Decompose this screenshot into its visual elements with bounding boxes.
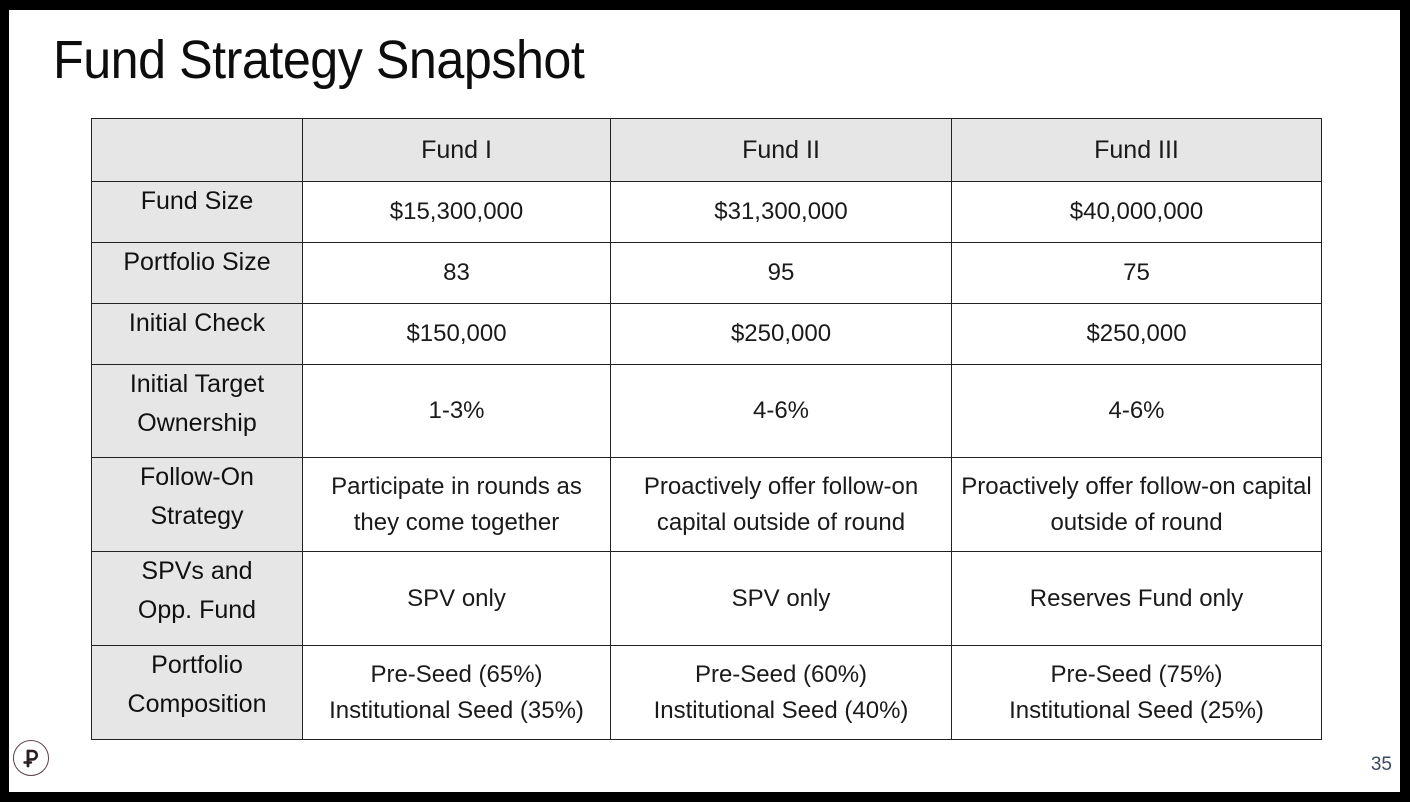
cell-fund-3: 4-6% xyxy=(951,364,1322,458)
row-label: Follow-On Strategy xyxy=(91,457,303,552)
cell-fund-2: $31,300,000 xyxy=(610,181,952,243)
cell-fund-1: Pre-Seed (65%) Institutional Seed (35%) xyxy=(302,645,611,740)
cell-fund-3: $40,000,000 xyxy=(951,181,1322,243)
table-row-portfolio-composition: Portfolio Composition Pre-Seed (65%) Insti… xyxy=(91,645,1322,740)
header-corner-cell xyxy=(91,118,303,182)
row-label: Initial Check xyxy=(91,303,303,365)
header-fund-1: Fund I xyxy=(302,118,611,182)
p-glyph-icon xyxy=(23,749,38,768)
slide-title: Fund Strategy Snapshot xyxy=(53,30,585,90)
cell-fund-2: Pre-Seed (60%) Institutional Seed (40%) xyxy=(610,645,952,740)
row-label: Portfolio Composition xyxy=(91,645,303,740)
cell-fund-3: Proactively offer follow-on capital outsi… xyxy=(951,457,1322,552)
cell-fund-1: 83 xyxy=(302,242,611,304)
table-row-portfolio-size: Portfolio Size 83 95 75 xyxy=(91,242,1322,304)
table-row-follow-on-strategy: Follow-On Strategy Participate in rounds … xyxy=(91,457,1322,552)
row-label: Initial Target Ownership xyxy=(91,364,303,458)
cell-fund-1: $150,000 xyxy=(302,303,611,365)
row-label: Fund Size xyxy=(91,181,303,243)
header-fund-2: Fund II xyxy=(610,118,952,182)
circle-p-logo-icon xyxy=(13,740,49,776)
row-label: SPVs and Opp. Fund xyxy=(91,551,303,646)
cell-fund-2: 95 xyxy=(610,242,952,304)
cell-fund-2: 4-6% xyxy=(610,364,952,458)
cell-fund-3: Reserves Fund only xyxy=(951,551,1322,646)
cell-fund-3: $250,000 xyxy=(951,303,1322,365)
cell-fund-2: SPV only xyxy=(610,551,952,646)
cell-fund-2: $250,000 xyxy=(610,303,952,365)
table-row-spvs-opp-fund: SPVs and Opp. Fund SPV only SPV only Rese… xyxy=(91,551,1322,646)
cell-fund-3: Pre-Seed (75%) Institutional Seed (25%) xyxy=(951,645,1322,740)
fund-strategy-table: Fund I Fund II Fund III Fund Size $15,30… xyxy=(91,118,1322,740)
cell-fund-1: $15,300,000 xyxy=(302,181,611,243)
cell-fund-3: 75 xyxy=(951,242,1322,304)
cell-fund-1: Participate in rounds as they come togeth… xyxy=(302,457,611,552)
table-header-row: Fund I Fund II Fund III xyxy=(91,118,1322,182)
table-row-initial-target-ownership: Initial Target Ownership 1-3% 4-6% 4-6% xyxy=(91,364,1322,458)
slide: Fund Strategy Snapshot Fund I Fund II Fu… xyxy=(9,10,1400,792)
page-number: 35 xyxy=(1370,754,1392,775)
cell-fund-1: 1-3% xyxy=(302,364,611,458)
row-label: Portfolio Size xyxy=(91,242,303,304)
table-row-fund-size: Fund Size $15,300,000 $31,300,000 $40,00… xyxy=(91,181,1322,243)
cell-fund-2: Proactively offer follow-on capital outsi… xyxy=(610,457,952,552)
cell-fund-1: SPV only xyxy=(302,551,611,646)
header-fund-3: Fund III xyxy=(951,118,1322,182)
table-row-initial-check: Initial Check $150,000 $250,000 $250,000 xyxy=(91,303,1322,365)
